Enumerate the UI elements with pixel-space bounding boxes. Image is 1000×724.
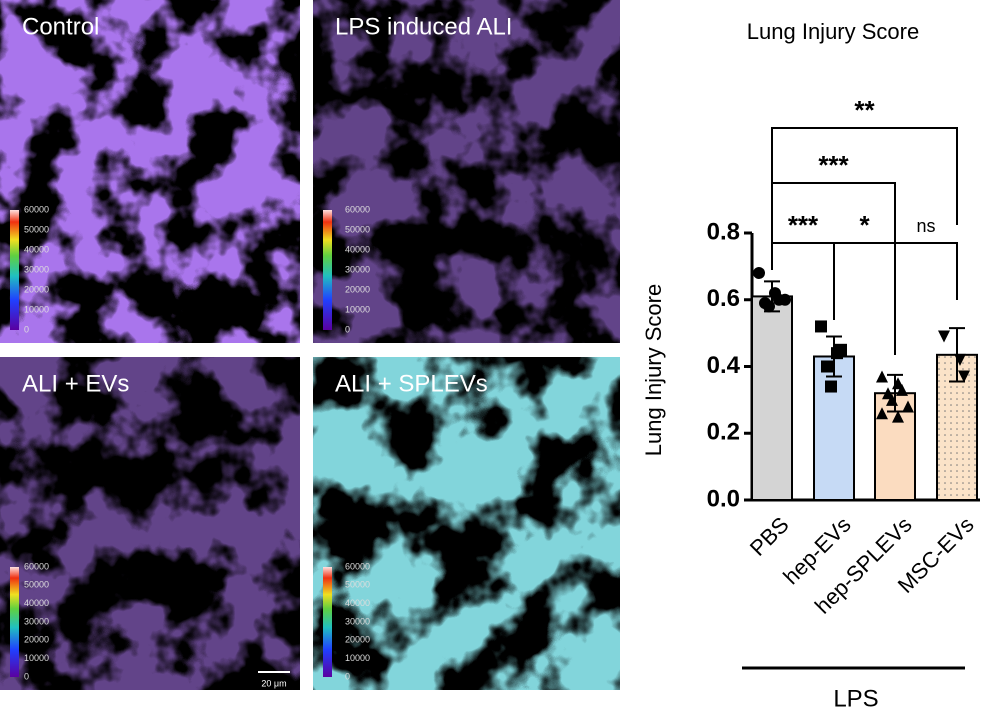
colorbar-tick-label: 40000 xyxy=(345,598,370,608)
y-tick-label: 0.8 xyxy=(707,218,740,245)
image-texture xyxy=(0,0,300,343)
significance-label: ns xyxy=(916,216,935,236)
image-texture xyxy=(0,357,300,690)
data-point xyxy=(825,380,837,393)
data-point xyxy=(821,360,833,373)
data-point xyxy=(779,293,791,306)
colorbar-tick-label: 40000 xyxy=(24,244,49,254)
data-point xyxy=(753,267,765,280)
image-panel: ALI + SPLEVs 0 10000 20000 30000 40000 50000 60… xyxy=(313,357,620,690)
colorbar-tick-label: 20000 xyxy=(345,635,370,645)
y-tick-label: 0.2 xyxy=(707,419,740,446)
y-tick-label: 0.0 xyxy=(707,485,740,512)
colorbar-tick-label: 50000 xyxy=(24,580,49,590)
data-point xyxy=(763,300,775,313)
colorbar-tick-label: 20000 xyxy=(24,635,49,645)
group-label: LPS xyxy=(833,685,878,712)
colorbar-tick-label: 30000 xyxy=(345,616,370,626)
colorbar xyxy=(10,210,19,330)
colorbar-tick-label: 10000 xyxy=(24,304,49,314)
colorbar-tick-label: 60000 xyxy=(24,561,49,571)
colorbar-tick-label: 0 xyxy=(345,671,350,681)
colorbar-tick-label: 20000 xyxy=(345,284,370,294)
data-point xyxy=(938,330,950,343)
significance-label: ** xyxy=(854,95,875,125)
colorbar-tick-label: 0 xyxy=(24,671,29,681)
colorbar-tick-label: 10000 xyxy=(24,653,49,663)
image-texture xyxy=(313,357,620,690)
colorbar xyxy=(323,567,332,677)
colorbar-tick-label: 0 xyxy=(24,324,29,334)
image-panels: Control0100002000030000400005000060000LP… xyxy=(0,0,620,690)
data-point xyxy=(876,407,888,420)
data-point xyxy=(815,320,827,333)
colorbar-tick-label: 50000 xyxy=(24,224,49,234)
y-tick-label: 0.6 xyxy=(707,285,740,312)
significance-bracket xyxy=(833,242,896,350)
panel-label: Control xyxy=(22,13,99,40)
data-point xyxy=(835,343,847,356)
colorbar xyxy=(323,210,332,330)
colorbar-tick-label: 50000 xyxy=(345,224,370,234)
data-point xyxy=(892,410,904,423)
y-tick-label: 0.4 xyxy=(707,352,741,379)
significance-label: * xyxy=(859,210,870,240)
image-texture xyxy=(313,0,620,343)
bar xyxy=(813,355,855,501)
colorbar-tick-label: 0 xyxy=(345,324,350,334)
data-point xyxy=(902,400,914,413)
panel-label: LPS induced ALI xyxy=(335,13,512,40)
bar xyxy=(751,295,793,501)
panel-label: ALI + EVs xyxy=(22,370,129,397)
image-panel: Control 0 10000 20000 30000 40000 50000 60000 xyxy=(0,0,300,343)
significance-label: *** xyxy=(788,210,819,240)
panel-label: ALI + SPLEVs xyxy=(335,370,488,397)
colorbar-tick-label: 40000 xyxy=(345,244,370,254)
data-point xyxy=(876,370,888,383)
data-point xyxy=(954,353,966,366)
colorbar-tick-label: 30000 xyxy=(24,264,49,274)
y-axis-label: Lung Injury Score xyxy=(641,284,666,456)
data-point xyxy=(886,393,898,406)
colorbar xyxy=(10,567,19,677)
significance-bracket xyxy=(771,127,958,262)
significance-label: *** xyxy=(818,150,849,180)
colorbar-tick-label: 60000 xyxy=(345,561,370,571)
image-panel: ALI + EVs 0 10000 20000 30000 40000 50000 60000 xyxy=(0,357,300,690)
colorbar-tick-label: 60000 xyxy=(24,204,49,214)
data-point xyxy=(896,383,908,396)
colorbar-tick-label: 50000 xyxy=(345,580,370,590)
bar-chart: Lung Injury Score Lung Injury Score LPS … xyxy=(641,19,980,712)
colorbar-tick-label: 10000 xyxy=(345,304,370,314)
data-point xyxy=(958,370,970,383)
colorbar-tick-label: 60000 xyxy=(345,204,370,214)
colorbar-tick-label: 30000 xyxy=(345,264,370,274)
colorbar-tick-label: 30000 xyxy=(24,616,49,626)
image-panel: LPS induced ALI 0 10000 20000 30000 40000 5000… xyxy=(313,0,620,343)
colorbar-tick-label: 20000 xyxy=(24,284,49,294)
chart-title: Lung Injury Score xyxy=(747,19,919,44)
colorbar-tick-label: 40000 xyxy=(24,598,49,608)
x-tick-label: PBS xyxy=(745,512,794,561)
scale-bar-label: 20 μm xyxy=(261,678,286,688)
colorbar-tick-label: 10000 xyxy=(345,653,370,663)
